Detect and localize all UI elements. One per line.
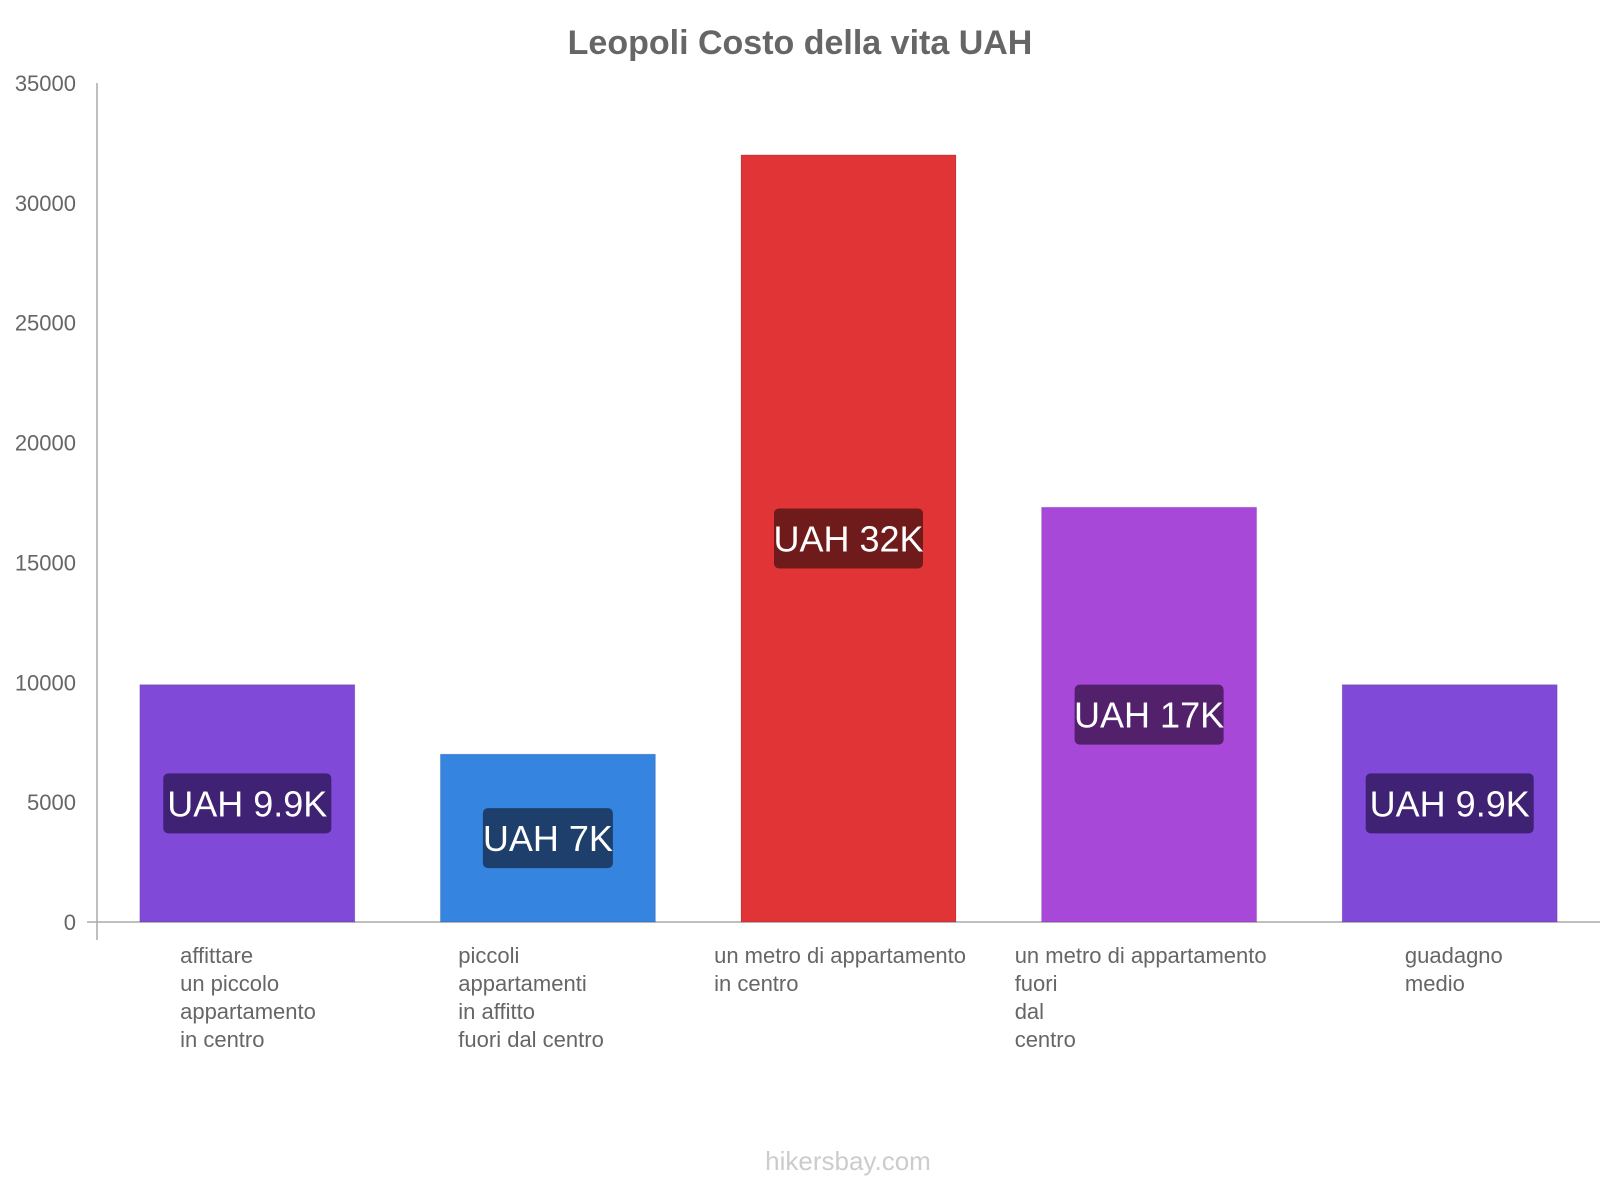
category-label: affittare un piccolo appartamento in centro: [180, 943, 316, 1052]
category-label: guadagno medio: [1405, 943, 1503, 996]
data-label: UAH 9.9K: [1370, 783, 1530, 824]
data-label-box: [482, 808, 613, 869]
y-tick-label: 30000: [15, 191, 76, 216]
category-label: un metro di appartamento fuori dal centro: [1015, 943, 1267, 1052]
x-axis-labels: affittare un piccolo appartamento in centro…: [180, 943, 1503, 1052]
data-label-box: [1074, 684, 1224, 745]
chart-title: Leopoli Costo della vita UAH: [568, 24, 1033, 62]
y-tick-label: 5000: [27, 790, 76, 815]
category-label: un metro di appartamento in centro: [714, 943, 966, 996]
y-tick-label: 35000: [15, 71, 76, 96]
data-label: UAH 7K: [483, 818, 613, 859]
data-label-box: [1365, 773, 1534, 834]
y-tick-label: 0: [64, 910, 76, 935]
y-tick-label: 10000: [15, 670, 76, 695]
bar-group: UAH 9.9K: [1341, 684, 1558, 923]
bar-group: UAH 7K: [439, 753, 656, 923]
data-label: UAH 9.9K: [167, 783, 327, 824]
bar-group: UAH 17K: [1041, 506, 1258, 923]
bar-group: UAH 32K: [740, 154, 957, 923]
y-tick-label: 25000: [15, 311, 76, 336]
bars: UAH 9.9K UAH 7K UAH 32K UAH 17K UAH 9.9K: [139, 154, 1558, 923]
data-label: UAH 17K: [1074, 695, 1224, 736]
y-tick-label: 15000: [15, 550, 76, 575]
category-label: piccoli appartamenti in affitto fuori dal c…: [458, 943, 604, 1052]
bar-group: UAH 9.9K: [139, 684, 356, 923]
y-tick-label: 20000: [15, 431, 76, 456]
data-label-box: [163, 773, 332, 834]
watermark: hikersbay.com: [765, 1146, 931, 1176]
data-label: UAH 32K: [773, 518, 923, 559]
y-axis: 0 5000 10000 15000 20000 25000 30000 35000: [15, 71, 1600, 940]
data-label-box: [774, 508, 923, 569]
